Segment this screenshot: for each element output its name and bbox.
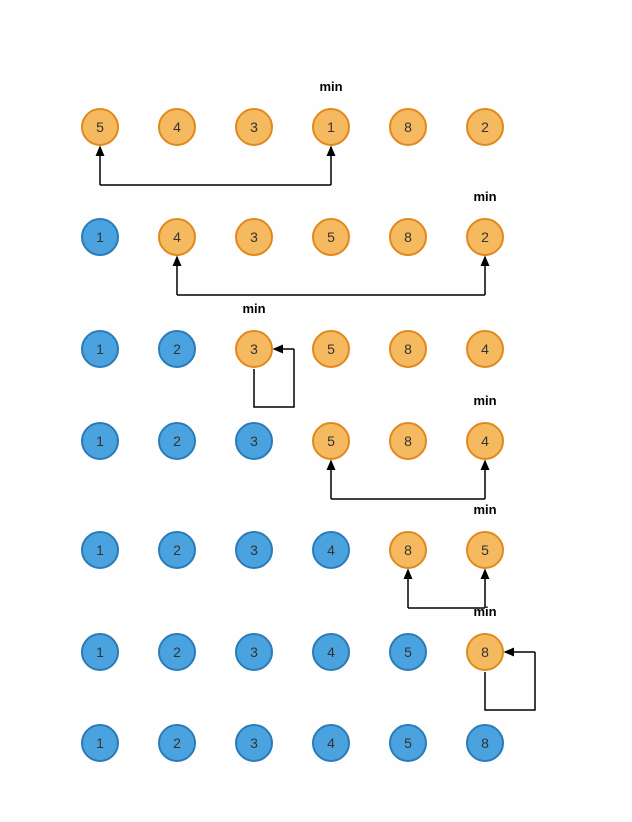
array-element-value: 8 [404, 119, 412, 135]
min-label: min [473, 393, 496, 408]
array-element-value: 4 [327, 542, 335, 558]
array-element-value: 5 [404, 644, 412, 660]
array-element-value: 5 [404, 735, 412, 751]
array-element-value: 1 [96, 644, 104, 660]
array-element-value: 8 [404, 433, 412, 449]
array-element-value: 2 [481, 229, 489, 245]
array-element-value: 2 [173, 644, 181, 660]
array-element-value: 1 [96, 433, 104, 449]
array-element-value: 1 [96, 735, 104, 751]
array-element-value: 1 [96, 542, 104, 558]
array-element-value: 3 [250, 644, 258, 660]
array-element-value: 2 [173, 735, 181, 751]
array-element-value: 3 [250, 119, 258, 135]
array-element-value: 8 [404, 341, 412, 357]
array-element-value: 8 [481, 644, 489, 660]
min-label: min [242, 301, 265, 316]
array-element-value: 4 [327, 735, 335, 751]
array-element-value: 3 [250, 542, 258, 558]
array-element-value: 1 [96, 341, 104, 357]
array-element-value: 4 [327, 644, 335, 660]
array-element-value: 4 [173, 119, 181, 135]
array-element-value: 4 [173, 229, 181, 245]
array-element-value: 8 [404, 542, 412, 558]
array-element-value: 5 [96, 119, 104, 135]
array-element-value: 2 [173, 433, 181, 449]
array-element-value: 5 [327, 229, 335, 245]
array-element-value: 3 [250, 341, 258, 357]
min-label: min [319, 79, 342, 94]
array-element-value: 5 [327, 341, 335, 357]
min-label: min [473, 604, 496, 619]
selection-sort-diagram: min 5 4 3 1 8 2 min 1 4 3 5 8 2 min 1 2 3 5 8 4 min 1 2 3 5 8 4 min 1… [0, 0, 632, 822]
array-element-value: 3 [250, 433, 258, 449]
array-element-value: 5 [481, 542, 489, 558]
array-element-value: 3 [250, 735, 258, 751]
array-element-value: 1 [327, 119, 335, 135]
array-element-value: 5 [327, 433, 335, 449]
array-element-value: 4 [481, 341, 489, 357]
array-element-value: 8 [404, 229, 412, 245]
array-element-value: 3 [250, 229, 258, 245]
min-label: min [473, 502, 496, 517]
array-element-value: 2 [173, 542, 181, 558]
array-element-value: 1 [96, 229, 104, 245]
array-element-value: 2 [481, 119, 489, 135]
array-element-value: 2 [173, 341, 181, 357]
min-label: min [473, 189, 496, 204]
array-element-value: 4 [481, 433, 489, 449]
array-element-value: 8 [481, 735, 489, 751]
